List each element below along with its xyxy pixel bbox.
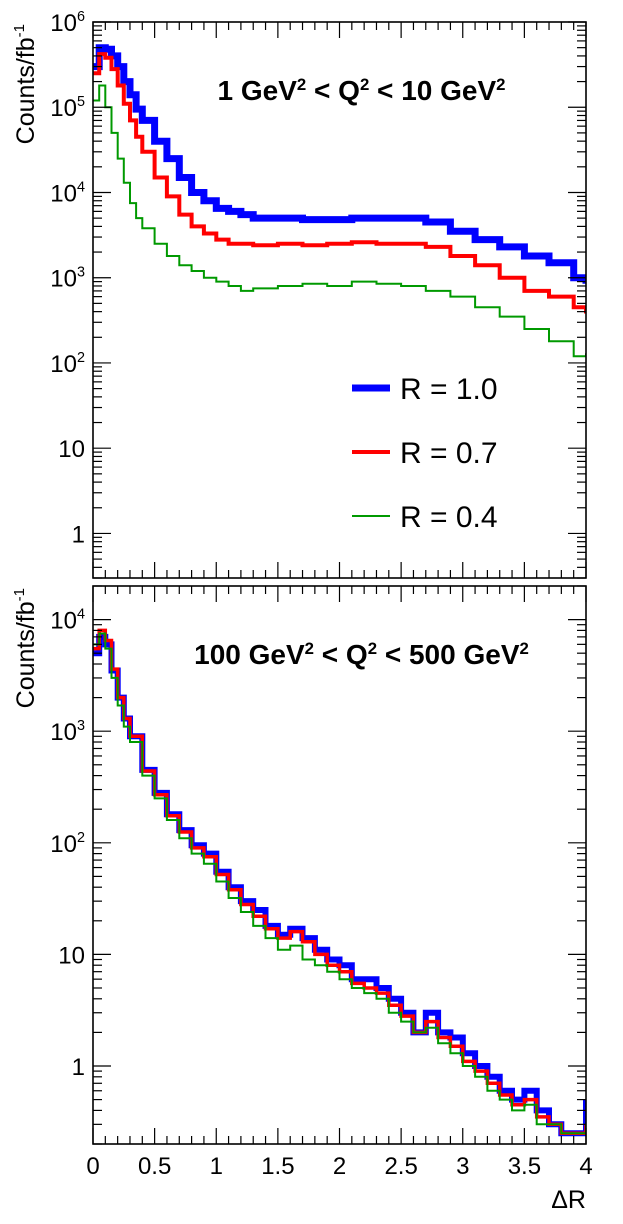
y-tick-label: 1 (72, 1054, 85, 1081)
y-axis-title: Counts/fb-1 (11, 588, 40, 708)
legend-label: R = 0.4 (400, 501, 498, 534)
y-tick-label: 104 (50, 607, 85, 635)
series-line-r-0-4 (93, 84, 586, 358)
y-tick-label: 106 (50, 9, 85, 37)
y-tick-label: 102 (50, 830, 85, 858)
x-axis-title: ΔR (551, 1186, 586, 1214)
x-tick-label: 1.5 (261, 1153, 294, 1180)
y-tick-label: 10 (58, 942, 85, 969)
y-tick-label: 1 (72, 521, 85, 548)
legend-label: R = 1.0 (400, 373, 498, 406)
series-line-r-0-4 (93, 632, 586, 1135)
y-tick-label: 102 (50, 350, 85, 378)
y-tick-label: 105 (50, 94, 85, 122)
x-tick-label: 2.5 (384, 1153, 417, 1180)
x-tick-label: 0.5 (138, 1153, 171, 1180)
x-tick-label: 2 (333, 1153, 346, 1180)
series-line-r-1-0 (93, 44, 586, 284)
panel-title: 1 GeV2 < Q2 < 10 GeV2 (218, 75, 506, 106)
series-line-r-1-0 (93, 633, 586, 1137)
y-tick-label: 104 (50, 179, 85, 207)
x-tick-label: 3 (456, 1153, 469, 1180)
legend-label: R = 0.7 (400, 437, 498, 470)
panel-title: 100 GeV2 < Q2 < 500 GeV2 (194, 639, 529, 670)
legend: R = 1.0 R = 0.7 R = 0.4 (352, 373, 498, 534)
x-tick-label: 4 (579, 1153, 592, 1180)
y-tick-label: 103 (50, 265, 85, 293)
x-tick-label: 1 (210, 1153, 223, 1180)
series-line-r-0-7 (93, 628, 586, 1135)
y-tick-label: 10 (58, 436, 85, 463)
x-tick-label: 3.5 (508, 1153, 541, 1180)
series-line-r-0-7 (93, 52, 586, 314)
y-axis-title: Counts/fb-1 (11, 24, 40, 144)
x-tick-label: 0 (86, 1153, 99, 1180)
y-tick-label: 103 (50, 718, 85, 746)
